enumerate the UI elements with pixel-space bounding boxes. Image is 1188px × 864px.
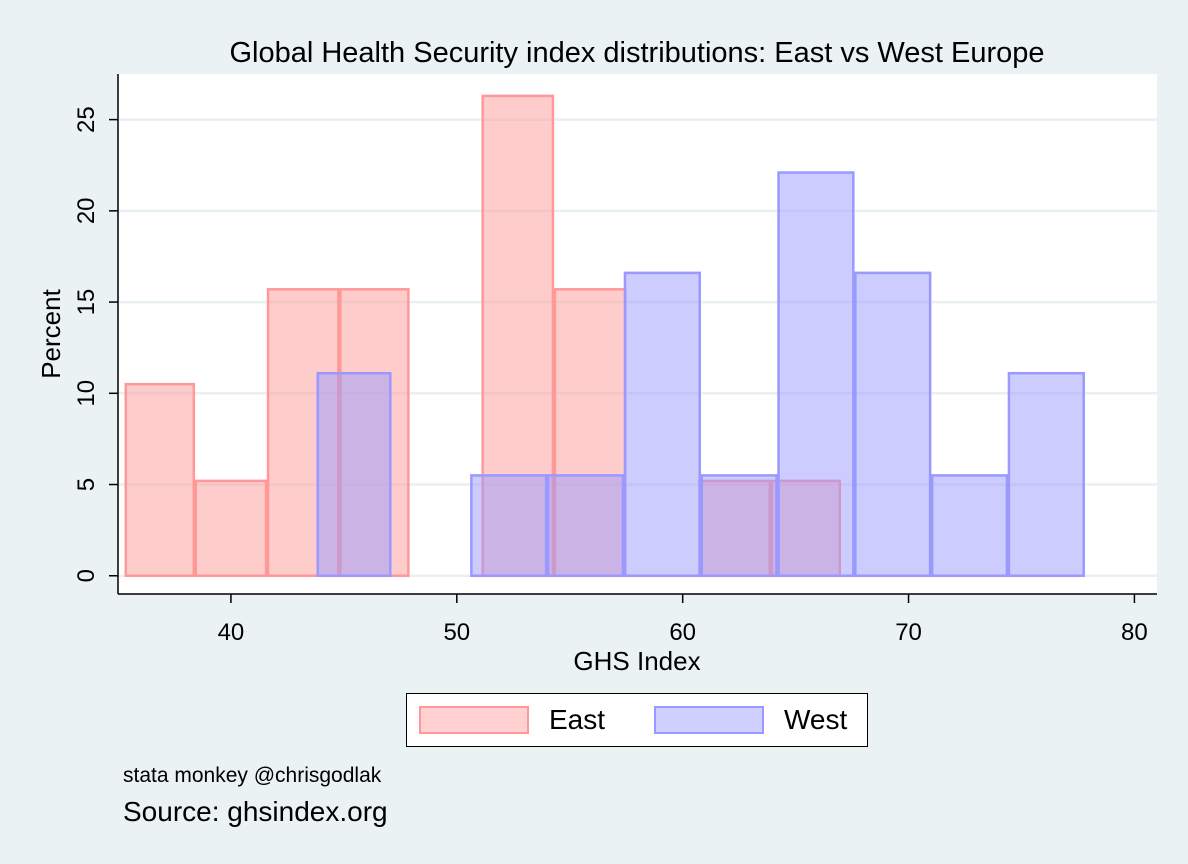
y-axis-label: Percent bbox=[36, 288, 66, 378]
bar-west-5 bbox=[777, 171, 855, 578]
y-tick-label-0: 0 bbox=[73, 569, 100, 582]
y-tick-label-25: 25 bbox=[73, 106, 100, 133]
bar-west-3 bbox=[623, 271, 701, 578]
x-axis-label: GHS Index bbox=[573, 646, 700, 676]
x-tick-label-80: 80 bbox=[1121, 619, 1148, 646]
bar-west-6 bbox=[854, 271, 932, 578]
x-tick-label-60: 60 bbox=[669, 619, 696, 646]
bar-west-0 bbox=[316, 371, 392, 578]
credit-note: stata monkey @chrisgodlak bbox=[123, 764, 382, 787]
x-tick-label-50: 50 bbox=[443, 619, 470, 646]
bar-west-1 bbox=[470, 474, 548, 578]
bar-east-0 bbox=[124, 382, 196, 578]
bar-west-4 bbox=[700, 474, 778, 578]
bar-east-1 bbox=[194, 479, 268, 578]
bar-west-2 bbox=[546, 474, 625, 578]
y-tick-label-20: 20 bbox=[73, 197, 100, 224]
source-note: Source: ghsindex.org bbox=[123, 796, 388, 827]
y-tick-label-5: 5 bbox=[73, 478, 100, 491]
chart-title: Global Health Security index distributio… bbox=[229, 37, 1044, 69]
legend-swatch-east bbox=[419, 706, 529, 734]
legend-swatch-west bbox=[654, 706, 764, 734]
bar-west-7 bbox=[930, 474, 1009, 578]
x-tick-label-40: 40 bbox=[218, 619, 245, 646]
legend-label-west: West bbox=[784, 704, 848, 735]
y-tick-label-15: 15 bbox=[73, 289, 100, 316]
y-tick-label-10: 10 bbox=[73, 380, 100, 407]
x-tick-label-70: 70 bbox=[895, 619, 922, 646]
bar-west-8 bbox=[1007, 371, 1085, 578]
legend-label-east: East bbox=[549, 704, 606, 735]
legend: East West bbox=[406, 693, 868, 747]
